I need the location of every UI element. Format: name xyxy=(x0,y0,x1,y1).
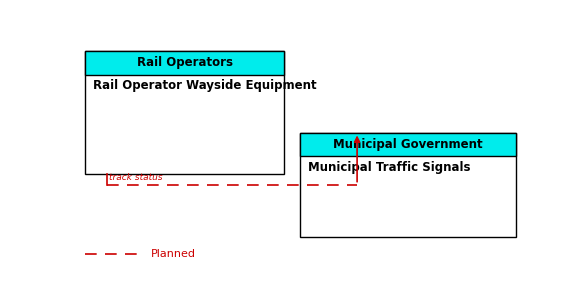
Bar xyxy=(300,133,516,156)
Text: Rail Operators: Rail Operators xyxy=(137,56,233,69)
Bar xyxy=(84,51,284,174)
Text: Rail Operator Wayside Equipment: Rail Operator Wayside Equipment xyxy=(93,80,316,92)
Bar xyxy=(84,51,284,75)
Text: track status: track status xyxy=(109,173,163,182)
Text: Municipal Traffic Signals: Municipal Traffic Signals xyxy=(308,161,471,174)
Bar xyxy=(300,133,516,237)
Text: Planned: Planned xyxy=(151,249,196,259)
Text: Municipal Government: Municipal Government xyxy=(333,138,483,151)
